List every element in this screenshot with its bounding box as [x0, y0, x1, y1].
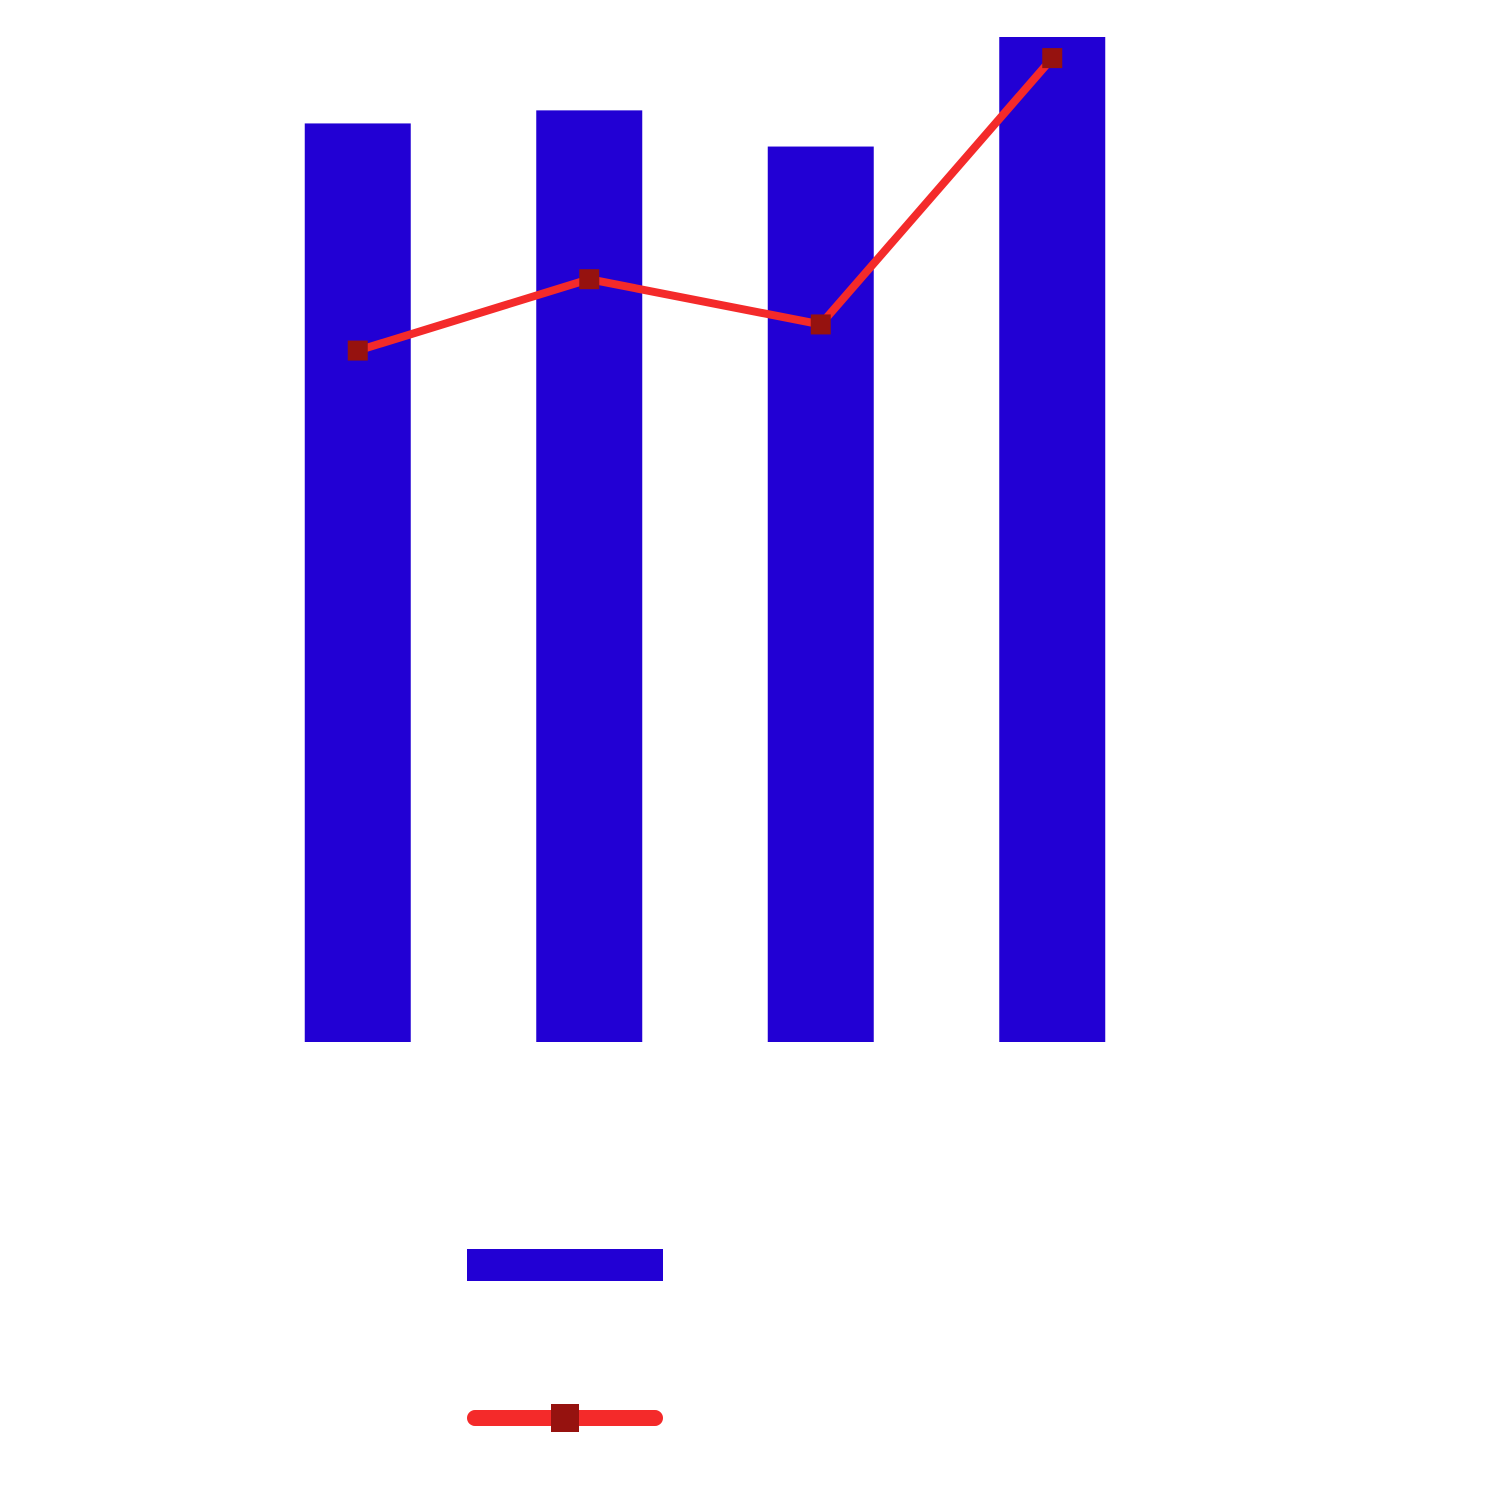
line-point-3 — [810, 314, 831, 335]
bar-2 — [536, 110, 643, 1043]
legend-bar-swatch — [467, 1249, 663, 1281]
bar-3 — [767, 146, 874, 1043]
bar-1 — [304, 123, 411, 1043]
line-path — [353, 54, 1057, 355]
legend — [467, 1249, 663, 1432]
bar-4 — [999, 37, 1106, 1042]
line-series — [347, 48, 1063, 361]
line-point-4 — [1042, 48, 1063, 69]
line-point-1 — [347, 340, 368, 361]
legend-line-marker — [551, 1404, 579, 1432]
bar-series — [304, 37, 1106, 1043]
line-point-2 — [579, 269, 600, 290]
